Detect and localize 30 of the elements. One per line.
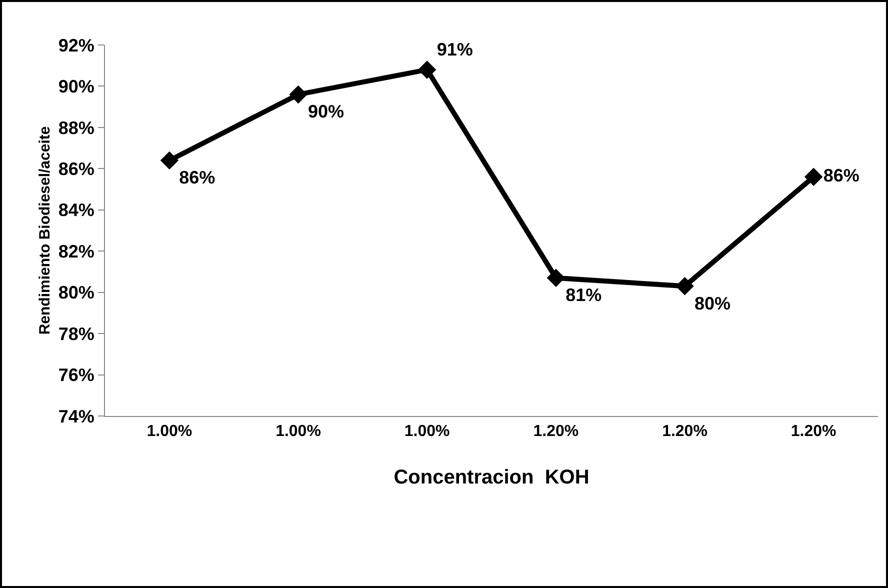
x-tick-label: 1.20% (662, 423, 708, 440)
y-axis-title: Rendimiento Biodiesel/aceite (36, 126, 54, 335)
x-axis-title: Concentracion KOH (394, 466, 590, 489)
y-tick-label: 78% (58, 324, 94, 344)
data-label: 81% (566, 285, 602, 306)
data-label: 86% (179, 168, 216, 188)
x-tick-label: 1.00% (276, 423, 321, 440)
y-tick-label: 84% (58, 200, 94, 220)
y-tick-label: 80% (58, 282, 94, 303)
y-tick-label: 88% (58, 118, 94, 138)
y-tick-label: 90% (58, 76, 94, 97)
x-tick-label: 1.20% (790, 423, 836, 440)
point (160, 151, 179, 170)
y-tick-label: 92% (58, 35, 94, 56)
data-label: 90% (308, 102, 344, 122)
y-tick-label: 86% (58, 158, 94, 179)
x-tick-label: 1.00% (146, 423, 192, 440)
point (546, 268, 566, 288)
y-tick-label: 76% (58, 365, 94, 386)
data-label: 86% (823, 165, 860, 186)
y-tick-label: 74% (58, 406, 94, 426)
x-tick-label: 1.20% (533, 423, 579, 440)
y-tick-label: 82% (58, 241, 94, 262)
point (418, 60, 436, 79)
point (289, 85, 308, 104)
data-label: 91% (436, 39, 473, 60)
point (804, 168, 823, 186)
x-tick-label: 1.00% (404, 423, 450, 440)
point (676, 277, 694, 296)
data-label: 80% (694, 293, 731, 314)
